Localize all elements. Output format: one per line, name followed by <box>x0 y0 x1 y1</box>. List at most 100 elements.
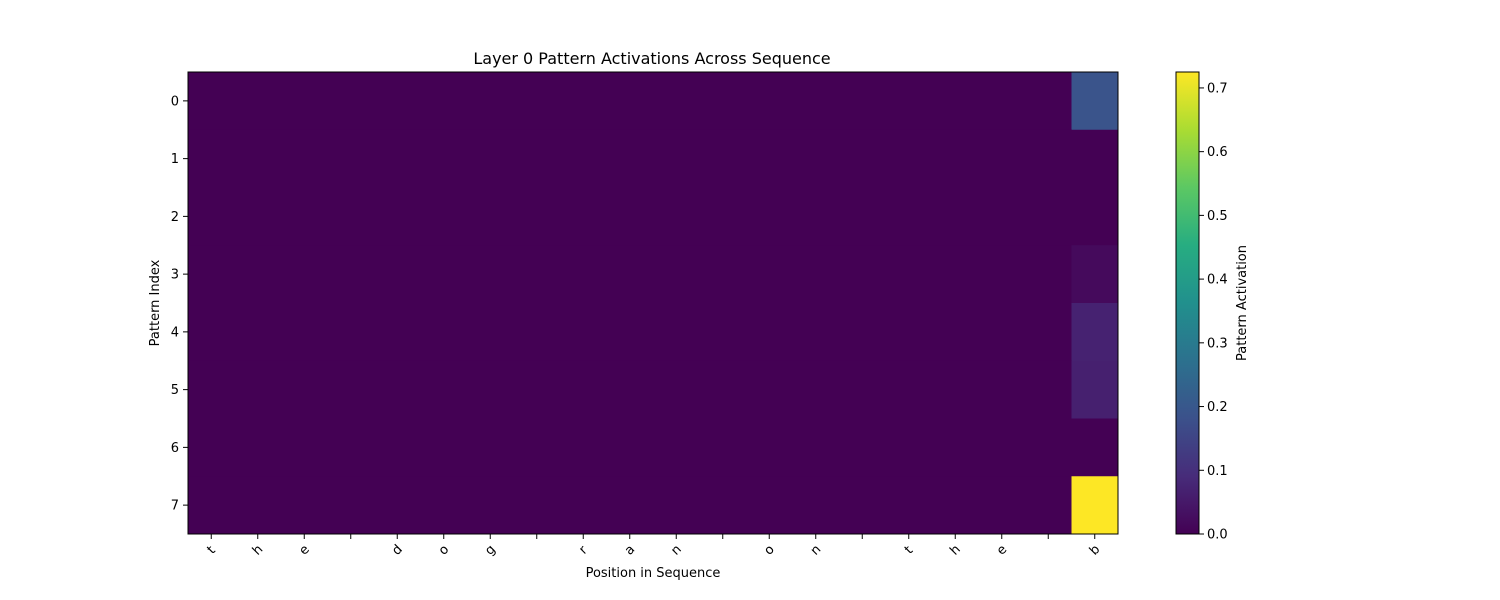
x-tick-label: o <box>761 542 777 558</box>
heatmap-cell <box>281 476 328 535</box>
heatmap-cell <box>1025 129 1072 188</box>
colorbar-tick-label: 0.6 <box>1207 145 1228 160</box>
colorbar-tick-label: 0.1 <box>1207 464 1228 479</box>
heatmap-cell <box>885 418 933 477</box>
heatmap-cell <box>234 303 282 362</box>
heatmap-cell <box>1071 245 1119 304</box>
heatmap-cell <box>653 72 700 131</box>
heatmap-cell <box>374 129 421 188</box>
heatmap-cell <box>699 360 747 419</box>
heatmap-cell <box>1071 476 1119 535</box>
heatmap-cell <box>560 187 607 246</box>
heatmap-cell <box>420 360 468 419</box>
heatmap-cell <box>513 72 561 131</box>
y-tick-label: 3 <box>171 268 179 283</box>
heatmap-cell <box>792 418 840 477</box>
heatmap-cell <box>560 245 607 304</box>
x-tick-label: g <box>482 542 498 558</box>
heatmap-cell <box>188 72 235 131</box>
plot-frame <box>187 71 1119 535</box>
heatmap-cell <box>1071 72 1119 131</box>
heatmap-cell <box>792 129 840 188</box>
heatmap-cell <box>746 418 793 477</box>
heatmap-cell <box>467 187 514 246</box>
x-tick-label: t <box>902 543 916 557</box>
heatmap-cell <box>188 245 235 304</box>
chart-title: Layer 0 Pattern Activations Across Seque… <box>473 49 830 68</box>
x-tick-label: t <box>204 543 218 557</box>
heatmap-cell <box>606 418 654 477</box>
heatmap-cell <box>374 245 421 304</box>
heatmap-cell <box>188 187 235 246</box>
heatmap-cell <box>699 418 747 477</box>
heatmap-cell <box>606 72 654 131</box>
heatmap-cell <box>513 360 561 419</box>
heatmap-cell <box>978 72 1026 131</box>
heatmap-cell <box>1025 245 1072 304</box>
heatmap-cell <box>839 72 886 131</box>
heatmap-cell <box>978 245 1026 304</box>
x-tick-label: a <box>622 542 638 558</box>
x-tick-label: n <box>668 542 684 558</box>
heatmap-cell <box>560 476 607 535</box>
heatmap-cell <box>420 245 468 304</box>
heatmap-cell <box>792 187 840 246</box>
heatmap-cell <box>839 476 886 535</box>
heatmap-cell <box>560 418 607 477</box>
x-tick-label: o <box>436 542 452 558</box>
heatmap-cell <box>932 418 979 477</box>
heatmap-cell <box>839 303 886 362</box>
heatmap-cell <box>374 187 421 246</box>
heatmap-cell <box>606 303 654 362</box>
heatmap-cell <box>234 72 282 131</box>
heatmap-cell <box>1071 303 1119 362</box>
heatmap-cell <box>560 129 607 188</box>
heatmap-cell <box>839 360 886 419</box>
heatmap-cell <box>932 476 979 535</box>
heatmap-cell <box>792 245 840 304</box>
heatmap-cell <box>467 476 514 535</box>
heatmap-cell <box>978 187 1026 246</box>
heatmap-cell <box>420 129 468 188</box>
y-tick-label: 6 <box>171 441 179 456</box>
heatmap-cell <box>792 303 840 362</box>
x-tick-label: n <box>808 542 824 558</box>
y-tick-label: 1 <box>171 152 179 167</box>
heatmap-cell <box>1071 187 1119 246</box>
colorbar-label: Pattern Activation <box>1235 245 1250 361</box>
heatmap-cell <box>839 129 886 188</box>
heatmap-cell <box>932 187 979 246</box>
heatmap-cell <box>653 418 700 477</box>
colorbar-tick-label: 0.0 <box>1207 528 1228 543</box>
heatmap-cell <box>746 245 793 304</box>
heatmap-cell <box>234 476 282 535</box>
heatmap-cell <box>653 187 700 246</box>
heatmap-cell <box>653 245 700 304</box>
heatmap-cell <box>1025 72 1072 131</box>
heatmap-cell <box>746 129 793 188</box>
heatmap-cell <box>839 418 886 477</box>
colorbar <box>1175 71 1200 535</box>
heatmap-cell <box>327 72 375 131</box>
heatmap-cell <box>513 129 561 188</box>
heatmap-cell <box>1025 303 1072 362</box>
heatmap-cell <box>885 360 933 419</box>
heatmap-cell <box>234 129 282 188</box>
heatmap-cell <box>653 303 700 362</box>
heatmap-cell <box>467 129 514 188</box>
y-tick-label: 4 <box>171 325 179 340</box>
colorbar-tick-label: 0.3 <box>1207 336 1228 351</box>
heatmap-cell <box>699 303 747 362</box>
heatmap-cell <box>978 418 1026 477</box>
heatmap-cell <box>699 476 747 535</box>
heatmap-cell <box>1071 129 1119 188</box>
heatmap-cell <box>839 187 886 246</box>
heatmap-cell <box>885 245 933 304</box>
heatmap-cell <box>932 72 979 131</box>
y-tick-label: 2 <box>171 210 179 225</box>
x-tick-label: d <box>389 542 405 558</box>
y-axis-ticks: 0 1 2 3 4 5 6 7 <box>171 94 188 514</box>
heatmap-cell <box>327 476 375 535</box>
heatmap-cell <box>699 129 747 188</box>
